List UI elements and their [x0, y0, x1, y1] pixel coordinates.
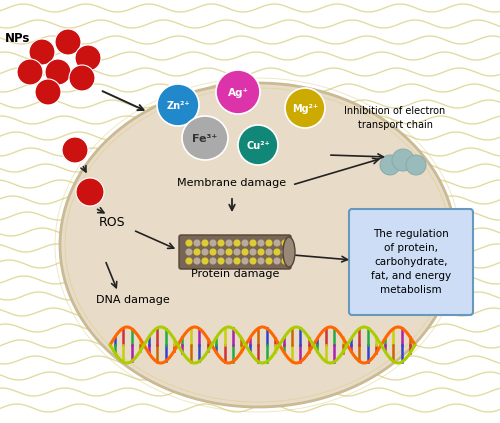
Text: The regulation
of protein,
carbohydrate,
fat, and energy
metabolism: The regulation of protein, carbohydrate,… [371, 229, 451, 295]
Text: Mg²⁺: Mg²⁺ [292, 104, 318, 114]
Circle shape [285, 88, 325, 128]
Circle shape [185, 248, 193, 256]
Circle shape [265, 257, 273, 265]
Circle shape [241, 248, 249, 256]
Text: DNA damage: DNA damage [96, 295, 170, 305]
Circle shape [265, 239, 273, 247]
Circle shape [225, 239, 233, 247]
Circle shape [249, 248, 257, 256]
Circle shape [273, 239, 281, 247]
Circle shape [265, 248, 273, 256]
Circle shape [241, 257, 249, 265]
Circle shape [238, 125, 278, 165]
Circle shape [201, 248, 209, 256]
Text: Protein damage: Protein damage [191, 269, 279, 279]
Circle shape [35, 79, 61, 105]
Text: Inhibition of electron
transport chain: Inhibition of electron transport chain [344, 107, 446, 129]
Circle shape [69, 65, 95, 91]
Circle shape [257, 239, 265, 247]
Circle shape [281, 248, 289, 256]
Circle shape [273, 257, 281, 265]
Circle shape [233, 239, 241, 247]
FancyBboxPatch shape [179, 235, 291, 269]
Circle shape [216, 70, 260, 114]
Text: Ag⁺: Ag⁺ [228, 88, 248, 98]
Circle shape [17, 59, 43, 85]
Circle shape [233, 257, 241, 265]
Circle shape [257, 257, 265, 265]
Circle shape [217, 248, 225, 256]
Circle shape [281, 257, 289, 265]
Circle shape [193, 248, 201, 256]
Text: Fe³⁺: Fe³⁺ [192, 134, 218, 144]
Circle shape [201, 239, 209, 247]
Circle shape [76, 178, 104, 206]
Circle shape [193, 239, 201, 247]
Circle shape [45, 59, 71, 85]
Circle shape [281, 239, 289, 247]
Circle shape [209, 239, 217, 247]
Circle shape [225, 248, 233, 256]
Circle shape [273, 248, 281, 256]
Circle shape [185, 257, 193, 265]
Text: NPs: NPs [5, 32, 30, 45]
Circle shape [249, 257, 257, 265]
Ellipse shape [283, 237, 295, 267]
Ellipse shape [182, 116, 228, 160]
Text: ROS: ROS [98, 215, 126, 228]
Circle shape [201, 257, 209, 265]
Circle shape [241, 239, 249, 247]
Circle shape [392, 149, 414, 171]
Circle shape [217, 257, 225, 265]
Circle shape [225, 257, 233, 265]
Circle shape [157, 84, 199, 126]
Text: Zn²⁺: Zn²⁺ [166, 101, 190, 111]
Circle shape [380, 155, 400, 175]
Circle shape [29, 39, 55, 65]
Circle shape [217, 239, 225, 247]
Circle shape [193, 257, 201, 265]
Circle shape [185, 239, 193, 247]
Circle shape [233, 248, 241, 256]
Circle shape [62, 137, 88, 163]
Circle shape [209, 248, 217, 256]
Circle shape [209, 257, 217, 265]
Ellipse shape [60, 83, 456, 407]
Circle shape [257, 248, 265, 256]
Text: Cu²⁺: Cu²⁺ [246, 141, 270, 151]
Circle shape [55, 29, 81, 55]
Circle shape [75, 45, 101, 71]
Text: Membrane damage: Membrane damage [178, 178, 286, 188]
FancyBboxPatch shape [349, 209, 473, 315]
Circle shape [249, 239, 257, 247]
Circle shape [406, 155, 426, 175]
